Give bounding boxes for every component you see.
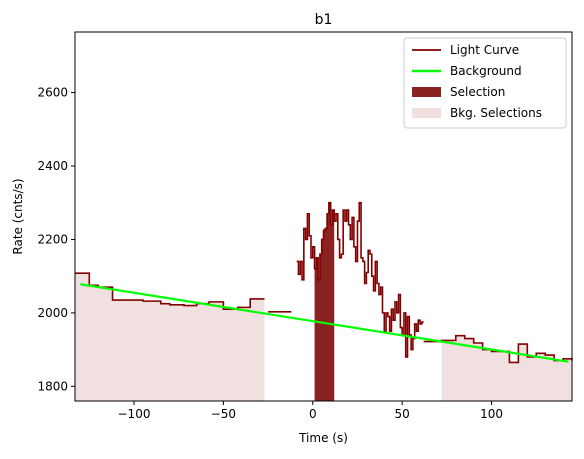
y-tick-label: 2000 bbox=[37, 306, 68, 320]
x-tick-label: 0 bbox=[309, 407, 317, 421]
selection-layer bbox=[315, 203, 335, 401]
legend: Light Curve Background Selection Bkg. Selec… bbox=[404, 38, 566, 128]
x-tick-label: 100 bbox=[480, 407, 503, 421]
x-tick-label: −50 bbox=[211, 407, 236, 421]
legend-label-3: Bkg. Selections bbox=[450, 106, 542, 120]
legend-swatch-3 bbox=[412, 108, 441, 118]
x-tick-label: 50 bbox=[395, 407, 410, 421]
y-tick-label: 2200 bbox=[37, 232, 68, 246]
x-tick-label: −100 bbox=[118, 407, 151, 421]
y-axis-ticks: 1800 2000 2200 2400 2600 bbox=[37, 86, 75, 394]
x-axis-label: Time (s) bbox=[298, 431, 348, 445]
selection-region bbox=[315, 203, 335, 401]
legend-label-2: Selection bbox=[450, 85, 505, 99]
legend-swatch-2 bbox=[412, 87, 441, 97]
y-axis-label: Rate (cnts/s) bbox=[11, 178, 25, 254]
x-axis-ticks: −100 −50 0 50 100 bbox=[118, 401, 503, 421]
y-tick-label: 1800 bbox=[37, 379, 68, 393]
y-tick-label: 2400 bbox=[37, 159, 68, 173]
legend-label-0: Light Curve bbox=[450, 43, 519, 57]
y-tick-label: 2600 bbox=[37, 86, 68, 100]
chart-title: b1 bbox=[315, 12, 333, 28]
bkg-selection-region-0 bbox=[75, 273, 265, 401]
legend-label-1: Background bbox=[450, 64, 522, 78]
